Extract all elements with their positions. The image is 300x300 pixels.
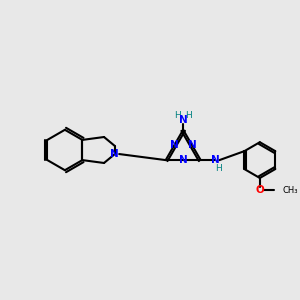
Text: H: H	[175, 111, 182, 120]
Text: N: N	[179, 155, 188, 165]
Text: N: N	[110, 149, 119, 159]
Text: N: N	[188, 140, 196, 150]
Text: N: N	[179, 115, 188, 125]
Text: O: O	[256, 185, 264, 195]
Text: N: N	[170, 140, 179, 150]
Text: CH₃: CH₃	[282, 186, 298, 195]
Text: N: N	[211, 155, 220, 165]
Text: H: H	[215, 164, 222, 173]
Text: H: H	[185, 111, 192, 120]
